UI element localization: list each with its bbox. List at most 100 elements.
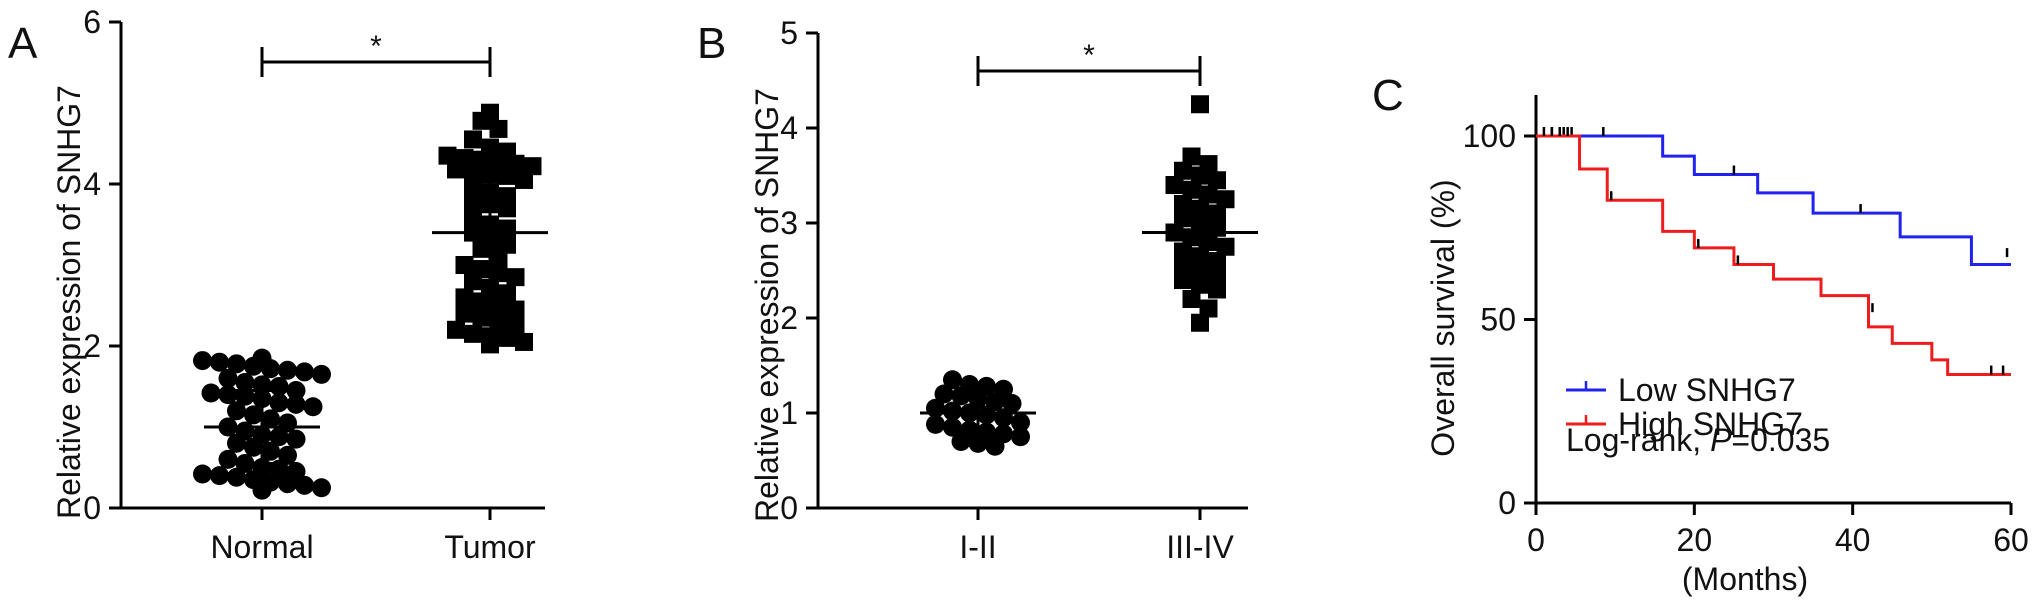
panel-a-point-tumor	[481, 335, 499, 354]
panel-a-point-normal	[235, 372, 255, 392]
panel-b-y-tick-label: 1	[780, 395, 798, 431]
panel-a-point-normal	[210, 466, 229, 486]
panel-a-point-normal	[227, 354, 246, 374]
panel-a-points	[193, 103, 548, 500]
panel-a-point-normal	[244, 405, 263, 425]
panel-a-point-tumor	[498, 328, 516, 347]
panel-b-point-iii-iv	[1199, 185, 1218, 204]
panel-a-y-tick-label: 0	[83, 490, 101, 526]
panel-a-y-tick-label: 4	[83, 166, 101, 202]
panel-b-point-i-ii	[1011, 427, 1030, 447]
panel-b-point-i-ii	[926, 414, 945, 434]
panel-a-point-normal	[227, 433, 246, 453]
legend-label-low: Low SNHG7	[1618, 372, 1796, 408]
panel-a-point-tumor	[464, 272, 482, 291]
panel-a-point-normal	[261, 409, 280, 429]
panel-a-point-normal	[286, 429, 306, 449]
panel-b-y-axis-label: Relative expression of SNHG7	[749, 88, 785, 522]
panel-a-point-normal	[269, 427, 289, 447]
panel-a-y-tick-label: 6	[83, 4, 101, 40]
panel-c-y-tick-label: 0	[1498, 485, 1516, 521]
panel-a-point-tumor	[498, 166, 516, 185]
panel-b-point-i-ii	[977, 405, 996, 425]
panel-a-point-normal	[218, 385, 238, 405]
panel-c-axes: 0 50 100 0 20 40 60	[1463, 95, 2029, 558]
panel-b-points	[920, 95, 1258, 456]
panel-b-y-tick-label: 2	[780, 300, 798, 336]
panel-b-point-iii-iv	[1174, 195, 1192, 213]
panel-a-point-tumor	[515, 332, 533, 351]
panel-a-point-normal	[269, 377, 289, 396]
panel-c-x-axis-label: (Months)	[1682, 561, 1808, 597]
panel-b-point-i-ii	[951, 386, 971, 406]
logrank-prefix: Log-rank,	[1566, 422, 1710, 458]
panel-b-point-iii-iv	[1208, 171, 1226, 190]
panel-c: C Overall survival (%) (Months) 0 50 100 0 2…	[1372, 71, 2029, 597]
panel-a-point-normal	[193, 464, 212, 484]
panel-a-point-tumor	[472, 111, 491, 130]
panel-b-point-iii-iv	[1208, 204, 1226, 223]
panel-a-point-tumor	[464, 207, 482, 226]
panel-a-point-tumor	[447, 160, 465, 179]
panel-a-point-normal	[252, 480, 272, 500]
panel-a-point-normal	[201, 383, 221, 403]
panel-a-point-tumor	[464, 324, 482, 343]
panel-b-y-tick-label: 5	[780, 15, 798, 51]
panel-a-point-normal	[193, 351, 212, 371]
panel-b-point-iii-iv	[1174, 242, 1192, 261]
panel-c-x-tick-label: 0	[1527, 522, 1545, 558]
panel-a-significance-star: *	[370, 30, 382, 63]
panel-b-point-iii-iv	[1174, 209, 1192, 228]
panel-a-point-tumor	[489, 119, 508, 138]
panel-b-point-iii-iv	[1216, 237, 1235, 256]
panel-a-point-normal	[227, 467, 246, 487]
panel-a-point-tumor	[523, 157, 542, 176]
panel-b-point-iii-iv	[1191, 313, 1209, 332]
panel-b-point-iii-iv	[1182, 180, 1201, 199]
panel-a-point-tumor	[438, 146, 457, 165]
panel-b-point-i-ii	[934, 384, 954, 404]
panel-b-point-i-ii	[968, 433, 988, 453]
panel-b-point-iii-iv	[1199, 233, 1218, 251]
panel-a-point-tumor	[472, 308, 491, 327]
panel-b-point-iii-iv	[1216, 190, 1235, 209]
panel-a-point-normal	[218, 449, 238, 469]
panel-a-point-tumor	[455, 256, 474, 274]
panel-a-point-tumor	[498, 219, 516, 238]
panel-a-point-normal	[210, 352, 229, 372]
panel-b-point-i-ii	[985, 436, 1005, 456]
panel-a-point-normal	[278, 474, 297, 494]
panel-a-point-normal	[227, 401, 246, 421]
panel-a-point-normal	[278, 360, 297, 380]
panel-b-point-iii-iv	[1182, 147, 1201, 166]
panel-b-point-iii-iv	[1174, 271, 1192, 289]
panel-a-point-normal	[286, 394, 306, 414]
panel-a-point-tumor	[506, 268, 525, 287]
panel-a-point-normal	[286, 381, 306, 401]
panel-a-point-tumor	[472, 239, 491, 258]
panel-a-point-normal	[244, 356, 263, 376]
panel-a-point-tumor	[464, 130, 482, 149]
panel-a-y-axis-label: Relative expression of SNHG7	[51, 85, 87, 519]
panel-a-point-tumor	[515, 170, 533, 189]
panel-b-significance-star: *	[1083, 39, 1095, 72]
panel-b-point-iii-iv	[1208, 266, 1226, 285]
panel-a-point-normal	[244, 437, 263, 457]
panel-a-point-tumor	[455, 288, 474, 307]
survival-curve-high	[1536, 134, 2011, 377]
panel-a-point-normal	[312, 364, 331, 384]
panel-c-y-axis-label: Overall survival (%)	[1425, 179, 1461, 456]
panel-b-point-iii-iv	[1208, 280, 1226, 299]
panel-a: A Relative expression of SNHG7 0 2 4 6 Norma…	[8, 4, 548, 565]
panel-b-point-iii-iv	[1174, 161, 1192, 180]
panel-b-x-tick-label: III-IV	[1166, 529, 1234, 565]
panel-a-point-normal	[269, 393, 289, 413]
panel-b-y-tick-label: 0	[780, 490, 798, 526]
panel-a-point-normal	[261, 359, 280, 379]
panel-a-x-tick-label: Normal	[210, 529, 313, 565]
logrank-p-symbol: P	[1710, 422, 1732, 458]
panel-a-point-normal	[218, 368, 238, 388]
panel-a-point-tumor	[489, 264, 508, 283]
panel-a-x-tick-label: Tumor	[444, 529, 536, 565]
panel-b-point-i-ii	[943, 370, 962, 390]
